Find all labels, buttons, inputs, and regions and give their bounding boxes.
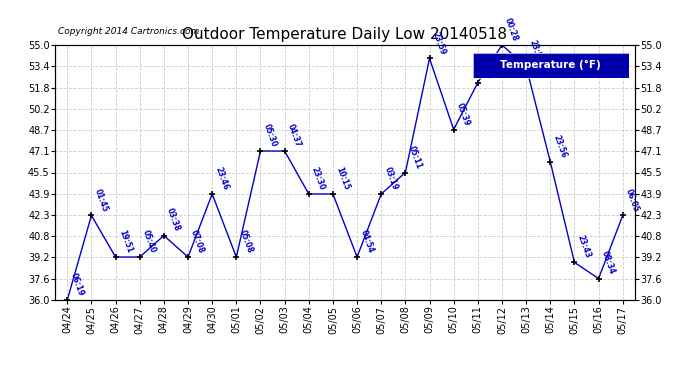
Text: Copyright 2014 Cartronics.com: Copyright 2014 Cartronics.com xyxy=(58,27,199,36)
Text: 01:45: 01:45 xyxy=(92,187,109,213)
Text: 10:15: 10:15 xyxy=(334,166,351,191)
Text: 00:11: 00:11 xyxy=(479,54,495,80)
Text: 05:40: 05:40 xyxy=(141,229,157,254)
Text: 23:46: 23:46 xyxy=(213,165,230,191)
Text: 04:37: 04:37 xyxy=(286,123,303,148)
Text: 23:51: 23:51 xyxy=(527,38,544,64)
Title: Outdoor Temperature Daily Low 20140518: Outdoor Temperature Daily Low 20140518 xyxy=(182,27,508,42)
Text: 19:51: 19:51 xyxy=(117,229,133,254)
Text: 05:11: 05:11 xyxy=(406,144,423,170)
Text: 00:28: 00:28 xyxy=(503,16,520,42)
Text: 05:39: 05:39 xyxy=(455,101,471,127)
Text: 05:30: 05:30 xyxy=(262,123,278,148)
Text: 23:30: 23:30 xyxy=(310,165,326,191)
Text: 07:08: 07:08 xyxy=(189,228,206,254)
Text: 06:19: 06:19 xyxy=(68,272,85,297)
Text: 08:34: 08:34 xyxy=(600,250,617,276)
Text: 23:56: 23:56 xyxy=(551,134,568,159)
Text: 23:59: 23:59 xyxy=(431,30,447,56)
Text: 06:05: 06:05 xyxy=(624,187,640,213)
Text: 04:54: 04:54 xyxy=(358,229,375,254)
Text: 05:08: 05:08 xyxy=(237,229,254,254)
Text: 23:43: 23:43 xyxy=(575,234,592,260)
Text: 03:38: 03:38 xyxy=(165,207,182,233)
Text: 03:19: 03:19 xyxy=(382,165,399,191)
